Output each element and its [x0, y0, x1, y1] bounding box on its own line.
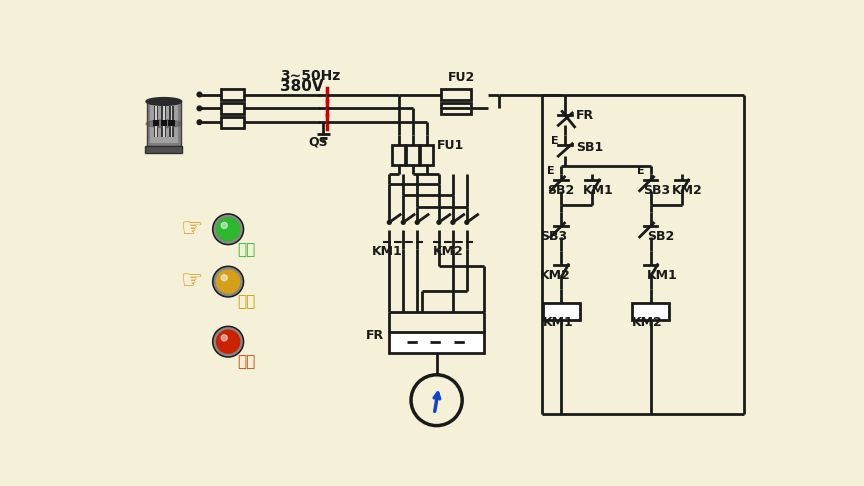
Circle shape — [214, 215, 242, 243]
Bar — [442, 103, 471, 114]
Bar — [390, 331, 484, 353]
Circle shape — [213, 326, 244, 357]
Circle shape — [387, 221, 391, 224]
Circle shape — [197, 120, 202, 124]
Circle shape — [213, 214, 244, 244]
Circle shape — [217, 330, 239, 353]
Ellipse shape — [146, 120, 181, 128]
Bar — [149, 104, 178, 143]
Text: KM2: KM2 — [433, 245, 463, 259]
Text: SB1: SB1 — [576, 141, 603, 155]
Circle shape — [221, 222, 227, 228]
Circle shape — [197, 106, 202, 111]
Bar — [221, 117, 245, 128]
Bar — [406, 144, 419, 165]
Text: KM1: KM1 — [372, 245, 403, 259]
Circle shape — [437, 221, 441, 224]
Bar — [163, 106, 164, 137]
Circle shape — [465, 221, 469, 224]
Ellipse shape — [146, 98, 181, 105]
Circle shape — [214, 328, 242, 356]
Bar — [147, 102, 181, 146]
Circle shape — [217, 270, 239, 293]
Bar — [221, 89, 245, 100]
Text: 正转: 正转 — [237, 242, 255, 257]
Text: FR: FR — [576, 109, 594, 122]
Bar — [145, 146, 182, 153]
Text: KM2: KM2 — [632, 316, 663, 330]
Text: E: E — [551, 136, 559, 146]
Text: ☞: ☞ — [181, 217, 203, 241]
Bar — [162, 106, 166, 137]
Text: SB3: SB3 — [643, 184, 670, 197]
Text: ☞: ☞ — [181, 270, 203, 294]
Bar — [153, 120, 159, 126]
Bar — [161, 120, 167, 126]
Text: KM2: KM2 — [672, 184, 703, 197]
Circle shape — [221, 335, 227, 341]
Bar — [632, 303, 669, 320]
Circle shape — [451, 221, 454, 224]
Bar — [392, 144, 405, 165]
Text: QS: QS — [308, 135, 327, 148]
Bar — [420, 144, 433, 165]
Circle shape — [221, 275, 227, 281]
Text: 反转: 反转 — [237, 294, 255, 309]
Text: 380V: 380V — [280, 79, 324, 94]
Circle shape — [217, 218, 239, 241]
Bar — [442, 89, 471, 100]
Text: KM2: KM2 — [540, 269, 570, 281]
Bar — [154, 106, 158, 137]
Bar — [156, 106, 157, 137]
Circle shape — [213, 266, 244, 297]
Text: E: E — [637, 166, 645, 176]
Text: FU2: FU2 — [448, 71, 474, 85]
Bar — [221, 103, 245, 114]
Circle shape — [416, 221, 419, 224]
Text: E: E — [548, 166, 555, 176]
Circle shape — [402, 221, 405, 224]
Text: 3∼50Hz: 3∼50Hz — [280, 69, 340, 83]
Text: FR: FR — [366, 330, 384, 342]
Text: SB2: SB2 — [646, 230, 674, 243]
Text: KM1: KM1 — [583, 184, 613, 197]
Text: SB2: SB2 — [548, 184, 575, 197]
Bar — [543, 303, 580, 320]
Text: 停止: 停止 — [237, 354, 255, 369]
Bar — [171, 106, 172, 137]
Text: FU1: FU1 — [437, 139, 465, 152]
Text: KM1: KM1 — [646, 269, 677, 281]
Text: KM1: KM1 — [543, 316, 574, 330]
Circle shape — [214, 268, 242, 295]
Text: SB3: SB3 — [540, 230, 567, 243]
Circle shape — [197, 92, 202, 97]
Bar — [169, 106, 174, 137]
Bar — [168, 120, 175, 126]
